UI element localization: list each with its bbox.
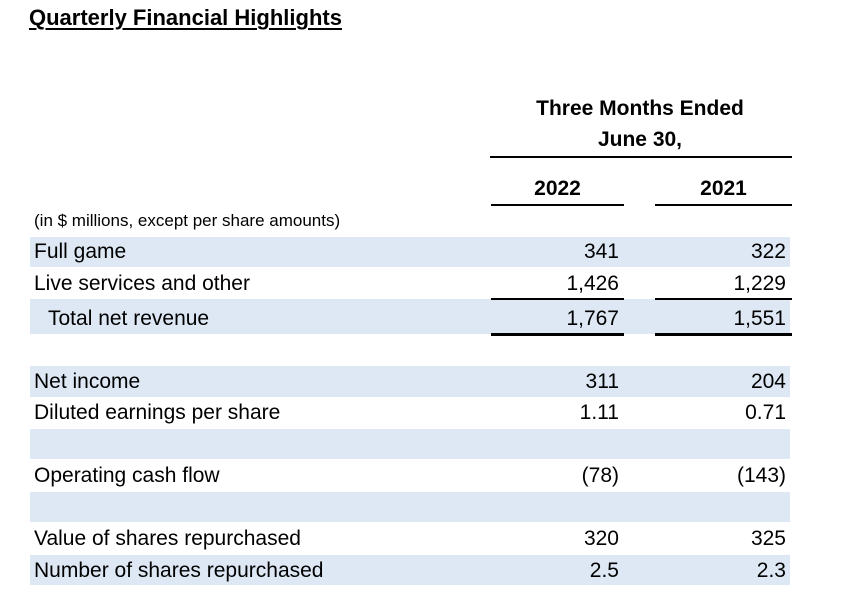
page-title: Quarterly Financial Highlights	[29, 5, 342, 30]
row-band-spacer-1	[30, 429, 790, 459]
units-note: (in $ millions, except per share amounts…	[34, 211, 341, 230]
column-header-2021: 2021	[700, 177, 747, 200]
operating-cash-flow-2022: (78)	[581, 464, 619, 487]
row-label-value-repurchased: Value of shares repurchased	[34, 527, 301, 550]
total-rule-2021	[655, 333, 792, 336]
row-band-full-game	[30, 237, 790, 267]
row-label-diluted-eps: Diluted earnings per share	[34, 401, 281, 424]
diluted-eps-2021: 0.71	[745, 401, 786, 424]
column-2021-header-rule	[655, 204, 792, 206]
total-net-revenue-2022: 1,767	[566, 307, 619, 330]
operating-cash-flow-2021: (143)	[736, 464, 786, 487]
period-header-line2: June 30,	[597, 128, 683, 151]
live-services-2022: 1,426	[566, 272, 619, 295]
live-services-2021: 1,229	[733, 272, 786, 295]
row-label-net-income: Net income	[34, 370, 141, 393]
diluted-eps-2022: 1.11	[579, 401, 619, 424]
number-repurchased-2021: 2.3	[756, 559, 786, 582]
row-label-live-services: Live services and other	[34, 272, 250, 295]
subtotal-rule-2022	[491, 298, 624, 300]
row-label-total-net-revenue: Total net revenue	[48, 307, 210, 330]
full-game-2022: 341	[583, 240, 619, 263]
total-rule-2022	[491, 333, 624, 336]
row-label-full-game: Full game	[34, 240, 127, 263]
number-repurchased-2022: 2.5	[589, 559, 619, 582]
value-repurchased-2021: 325	[750, 527, 786, 550]
row-label-number-repurchased: Number of shares repurchased	[34, 559, 324, 582]
net-income-2021: 204	[750, 370, 786, 393]
row-label-operating-cash-flow: Operating cash flow	[34, 464, 220, 487]
value-repurchased-2022: 320	[583, 527, 619, 550]
column-header-2022: 2022	[534, 177, 581, 200]
column-2022-header-rule	[491, 204, 624, 206]
period-header-line1: Three Months Ended	[536, 97, 744, 120]
total-net-revenue-2021: 1,551	[733, 307, 786, 330]
row-band-number-repurchased	[30, 555, 790, 585]
period-header-rule	[490, 156, 792, 158]
subtotal-rule-2021	[655, 298, 792, 300]
net-income-2022: 311	[585, 370, 619, 393]
row-band-net-income	[30, 366, 790, 397]
full-game-2021: 322	[750, 240, 786, 263]
row-band-spacer-2	[30, 492, 790, 522]
row-band-total-net-revenue	[30, 299, 790, 334]
